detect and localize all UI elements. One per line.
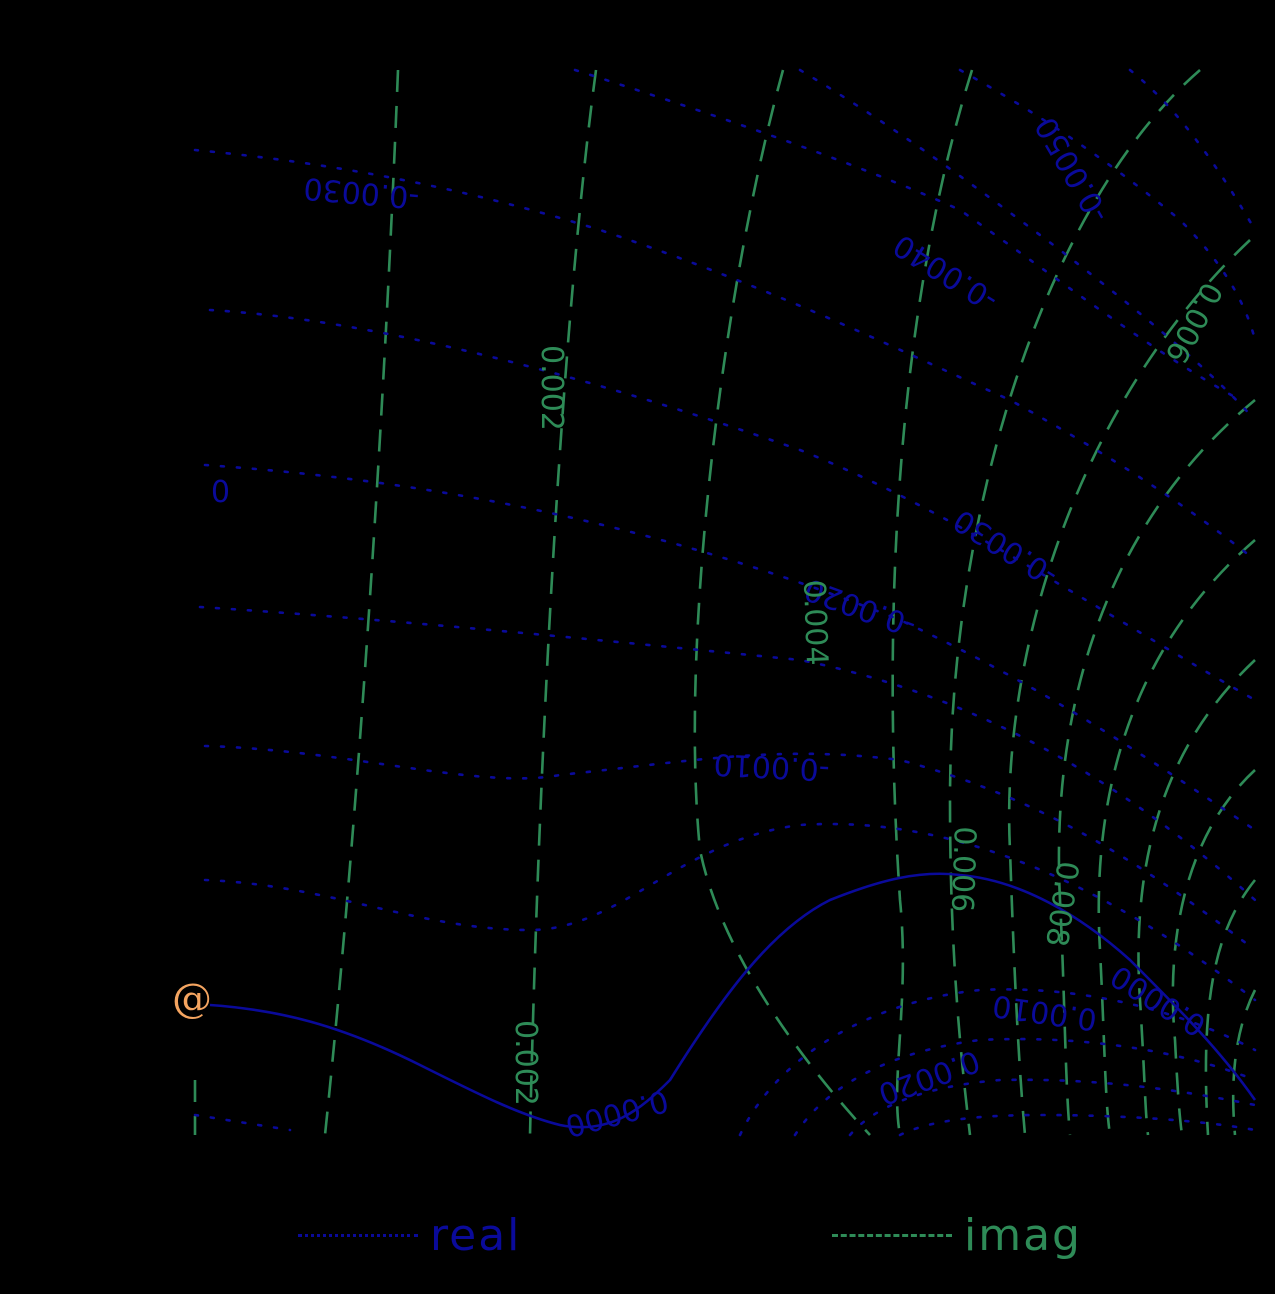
imag-label-2: 0.004	[796, 579, 834, 666]
real-contours	[193, 68, 1257, 1137]
imag-label-3: 0.006	[1158, 276, 1229, 368]
real-label-7: -0.0010	[713, 746, 830, 787]
imag-label-1: 0.002	[534, 345, 569, 431]
real-label-4: 0	[211, 472, 230, 507]
real-label-11: 0.0020	[874, 1042, 985, 1111]
imag-label-6: 0.002	[508, 1020, 543, 1106]
real-label-2: -0.0040	[887, 227, 1004, 318]
imag-label-4: 0.006	[944, 826, 982, 913]
legend-real-label: real	[430, 1209, 522, 1261]
real-label-1: -0.0030	[302, 170, 420, 215]
legend-imag-label: imag	[964, 1209, 1082, 1261]
real-label-10: 0.0010	[990, 987, 1099, 1036]
real-label-8: 0.0000	[562, 1082, 672, 1143]
real-swatch-icon	[298, 1233, 418, 1237]
solid-path	[209, 872, 1257, 1129]
imag-label-5: 0.008	[1038, 859, 1085, 949]
real-label-3: -0.0050	[1029, 111, 1117, 229]
real-labels: -0.0030 -0.0040 -0.0050 0 -0.0030 -0.002…	[211, 111, 1212, 1144]
start-marker: @	[172, 976, 212, 1022]
legend-real: real	[298, 1205, 521, 1265]
real-label-9: 0.0000	[1105, 958, 1213, 1043]
real-label-5: -0.0030	[947, 502, 1064, 593]
legend-imag: imag	[832, 1205, 1082, 1265]
imag-swatch-icon	[832, 1233, 952, 1237]
imag-contours	[193, 69, 1257, 1136]
